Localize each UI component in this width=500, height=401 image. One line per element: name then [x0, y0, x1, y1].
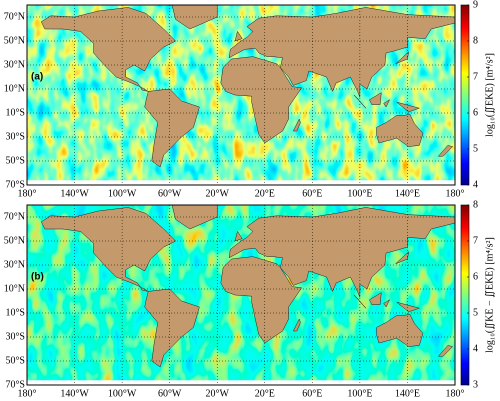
lon-tick-label: 20°E — [255, 188, 275, 199]
lon-tick-label: 140°E — [395, 188, 420, 199]
colorbar-tick-label: 3 — [473, 379, 478, 390]
lon-tick-label: 180° — [18, 188, 37, 199]
landmasses — [27, 5, 455, 185]
landmass — [395, 51, 409, 65]
colorbar-tick-label: 6 — [473, 271, 478, 282]
lon-tick-label: 20°W — [206, 388, 230, 399]
lon-tick-label: 140°W — [60, 188, 89, 199]
landmass — [437, 145, 454, 157]
colorbar-label: log₁₀(∬EKE) [m⁴/s²] — [484, 53, 495, 137]
lon-tick-label: 60°W — [158, 388, 182, 399]
colorbar-tick-label: 7 — [473, 71, 478, 82]
lat-tick-label: 70°N — [4, 211, 25, 222]
map-frame — [26, 4, 456, 186]
landmass — [220, 256, 303, 344]
lat-tick-label: 10°S — [5, 107, 25, 118]
lon-tick-label: 60°E — [302, 388, 322, 399]
colorbar-tick-label: 4 — [473, 179, 478, 190]
landmass — [383, 99, 391, 108]
lon-tick-label: 20°W — [206, 188, 230, 199]
landmass — [171, 5, 218, 30]
colorbar-tick-label: 8 — [473, 199, 478, 210]
lat-tick-label: 10°S — [5, 307, 25, 318]
landmass — [234, 230, 243, 242]
lat-tick-label: 30°S — [5, 131, 25, 142]
landmass — [376, 313, 424, 347]
lon-tick-label: 60°W — [158, 188, 182, 199]
landmass — [292, 318, 301, 332]
map-frame — [26, 204, 456, 386]
colorbar-tick-label: 5 — [473, 307, 478, 318]
lat-tick-label: 70°S — [5, 179, 25, 190]
landmass — [292, 118, 301, 132]
lat-tick-label: 10°N — [4, 83, 25, 94]
panel-label: (a) — [31, 72, 43, 83]
colorbar-tick-label: 7 — [473, 235, 478, 246]
landmass — [144, 288, 200, 368]
landmass — [369, 292, 382, 305]
landmass — [228, 207, 455, 298]
landmass — [234, 30, 243, 42]
landmass — [396, 301, 421, 313]
landmass — [383, 299, 391, 308]
colorbar-tick-label: 6 — [473, 107, 478, 118]
lat-tick-label: 70°N — [4, 11, 25, 22]
antarctica — [27, 180, 455, 185]
landmass — [228, 7, 455, 98]
lat-tick-label: 50°S — [5, 155, 25, 166]
landmass — [396, 101, 421, 113]
panel-label: (b) — [31, 272, 44, 283]
landmass — [376, 113, 424, 147]
landmass — [40, 207, 177, 292]
lat-tick-label: 50°S — [5, 355, 25, 366]
colorbar — [460, 204, 470, 386]
lat-tick-label: 70°S — [5, 379, 25, 390]
colorbar-tick-label: 9 — [473, 0, 478, 10]
colorbar-label: log₁₀(∬KE − ∬EKE) [m⁴/s²] — [484, 237, 495, 353]
antarctica — [27, 380, 455, 385]
lon-tick-label: 100°E — [347, 388, 372, 399]
lon-tick-label: 140°E — [395, 388, 420, 399]
lat-tick-label: 30°N — [4, 259, 25, 270]
lat-tick-label: 50°N — [4, 35, 25, 46]
lat-tick-label: 30°S — [5, 331, 25, 342]
landmass — [220, 56, 303, 144]
lon-tick-label: 60°E — [302, 188, 322, 199]
lat-tick-label: 30°N — [4, 59, 25, 70]
lon-tick-label: 140°W — [60, 388, 89, 399]
colorbar-tick-label: 5 — [473, 143, 478, 154]
landmass — [395, 251, 409, 265]
colorbar-tick-label: 8 — [473, 35, 478, 46]
lon-tick-label: 100°E — [347, 188, 372, 199]
landmasses — [27, 205, 455, 385]
map-panel: 180° 140°W 100°W 60°W 20°W 20°E 60°E 100°E 140°E… — [4, 0, 496, 199]
map-panel: 180° 140°W 100°W 60°W 20°W 20°E 60°E 100°E 140°E… — [4, 199, 496, 399]
lon-tick-label: 100°W — [108, 388, 137, 399]
landmass — [144, 88, 200, 168]
landmass — [369, 92, 382, 105]
landmass — [171, 205, 218, 230]
lat-tick-label: 50°N — [4, 235, 25, 246]
lon-tick-label: 180° — [446, 388, 465, 399]
lon-tick-label: 20°E — [255, 388, 275, 399]
colorbar-tick-label: 4 — [473, 343, 478, 354]
landmass — [437, 345, 454, 357]
lon-tick-label: 180° — [446, 188, 465, 199]
colorbar — [460, 4, 470, 186]
lat-tick-label: 10°N — [4, 283, 25, 294]
landmass — [40, 7, 177, 92]
lon-tick-label: 100°W — [108, 188, 137, 199]
lon-tick-label: 180° — [18, 388, 37, 399]
